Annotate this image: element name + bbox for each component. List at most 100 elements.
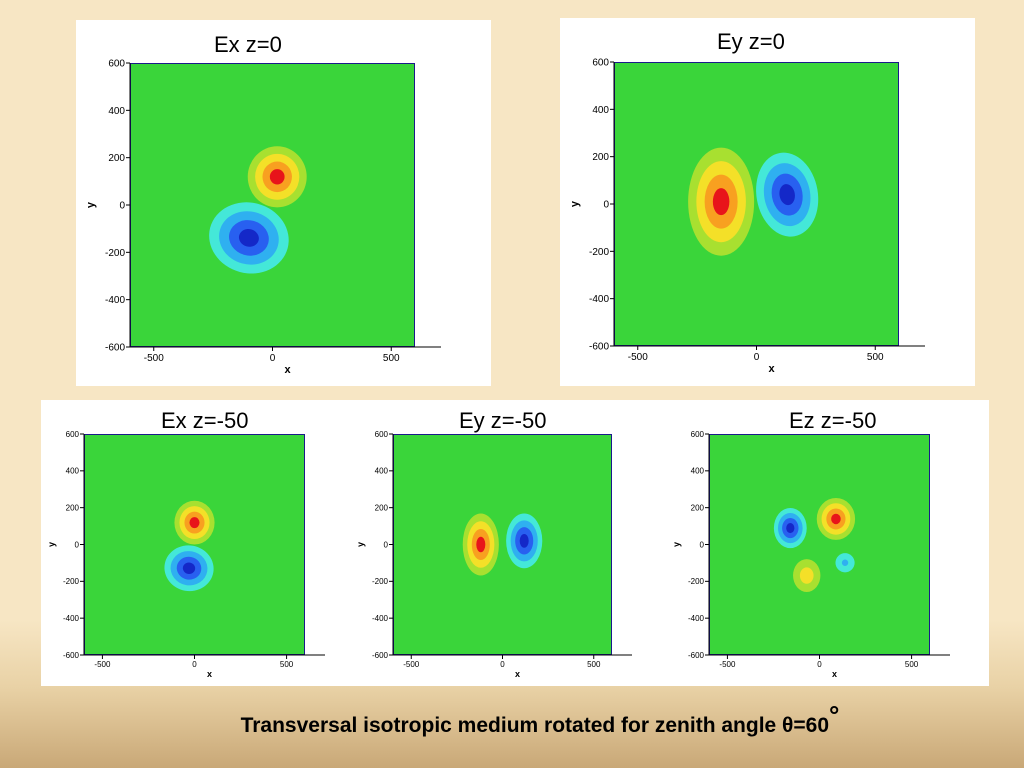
heatmap-lobe-positive — [247, 146, 307, 208]
heatmap-plot-area — [84, 434, 305, 655]
contour-band — [269, 169, 285, 185]
y-tick-label: 0 — [75, 540, 80, 549]
chart-title: Ey z=-50 — [459, 408, 547, 433]
y-tick-label: 200 — [108, 153, 125, 164]
contour-band — [476, 536, 486, 553]
y-tick-label: 400 — [66, 467, 80, 476]
contour-band — [189, 517, 200, 529]
heatmap-lobe-negative — [506, 513, 543, 569]
y-tick-label: 600 — [691, 430, 705, 439]
x-tick-label: 500 — [867, 352, 884, 363]
y-tick-label: 200 — [375, 503, 389, 512]
y-axis-label: y — [85, 201, 97, 208]
y-tick-label: 400 — [375, 467, 389, 476]
y-tick-label: -400 — [372, 614, 389, 623]
y-tick-label: -600 — [372, 651, 389, 660]
y-tick-label: 600 — [66, 430, 80, 439]
heatmap-plot-area — [130, 63, 415, 347]
y-tick-label: 0 — [384, 540, 389, 549]
x-axis-label: x — [515, 669, 520, 679]
heatmap-lobe-positive — [462, 513, 499, 576]
contour-band — [786, 523, 795, 534]
contour-band — [712, 188, 730, 216]
x-tick-label: 500 — [383, 353, 400, 364]
heatmap-canvas — [615, 63, 898, 345]
y-tick-label: -200 — [63, 577, 80, 586]
chart-title: Ex z=0 — [214, 32, 282, 57]
heatmap-background — [710, 435, 929, 654]
y-axis-label: y — [569, 200, 581, 207]
degree-symbol: ° — [829, 700, 840, 730]
y-tick-label: -600 — [105, 343, 125, 354]
y-tick-label: -200 — [105, 248, 125, 259]
x-tick-label: 0 — [817, 660, 822, 669]
x-tick-label: 0 — [192, 660, 197, 669]
x-axis-label: x — [832, 669, 837, 679]
y-tick-label: -400 — [105, 295, 125, 306]
y-tick-label: -200 — [372, 577, 389, 586]
y-tick-label: 600 — [375, 430, 389, 439]
x-tick-label: 0 — [270, 353, 276, 364]
y-tick-label: 0 — [119, 201, 125, 212]
heatmap-lobe-positive — [174, 500, 215, 545]
heatmap-canvas — [394, 435, 611, 654]
y-tick-label: -600 — [63, 651, 80, 660]
heatmap-lobe-negative — [209, 202, 289, 274]
heatmap-lobe-negative — [164, 545, 214, 592]
x-tick-label: 500 — [905, 660, 919, 669]
y-tick-label: -400 — [589, 294, 609, 305]
y-axis-label: y — [46, 542, 56, 547]
heatmap-lobe-positive — [816, 497, 856, 540]
heatmap-background — [394, 435, 611, 654]
heatmap-lobe-negative — [756, 152, 819, 237]
y-tick-label: 0 — [603, 200, 609, 211]
y-tick-label: 200 — [691, 503, 705, 512]
y-tick-label: -200 — [688, 577, 705, 586]
y-tick-label: 200 — [66, 503, 80, 512]
x-tick-label: 0 — [500, 660, 505, 669]
x-tick-label: -500 — [628, 352, 648, 363]
y-tick-label: -400 — [688, 614, 705, 623]
chart-title: Ez z=-50 — [789, 408, 877, 433]
y-tick-label: 400 — [108, 106, 125, 117]
y-tick-label: -200 — [589, 247, 609, 258]
x-tick-label: 500 — [587, 660, 601, 669]
contour-band — [803, 571, 811, 580]
heatmap-canvas — [131, 64, 414, 346]
heatmap-background — [615, 63, 898, 345]
heatmap-plot-area — [614, 62, 899, 346]
heatmap-canvas — [85, 435, 304, 654]
y-tick-label: 600 — [108, 59, 125, 70]
x-axis-label: x — [207, 669, 212, 679]
heatmap-lobe-negative — [832, 549, 858, 576]
x-tick-label: 500 — [280, 660, 294, 669]
x-axis-label: x — [768, 363, 775, 375]
y-tick-label: 600 — [592, 58, 609, 69]
x-tick-label: -500 — [144, 353, 164, 364]
y-tick-label: 200 — [592, 152, 609, 163]
contour-band — [519, 534, 529, 548]
contour-band — [831, 513, 841, 525]
y-tick-label: -600 — [589, 342, 609, 353]
slide-caption: Transversal isotropic medium rotated for… — [0, 700, 1024, 739]
y-tick-label: 400 — [592, 105, 609, 116]
y-tick-label: 0 — [700, 540, 705, 549]
x-tick-label: -500 — [719, 660, 736, 669]
x-axis-label: x — [284, 364, 291, 376]
contour-band — [779, 184, 795, 206]
y-tick-label: -400 — [63, 614, 80, 623]
contour-band — [182, 562, 196, 574]
heatmap-lobe-positive — [688, 147, 755, 256]
caption-text: Transversal isotropic medium rotated for… — [240, 714, 830, 737]
y-axis-label: y — [355, 542, 365, 547]
heatmap-lobe-negative — [773, 508, 807, 549]
chart-title: Ex z=-50 — [161, 408, 249, 433]
heatmap-lobe-positive — [793, 559, 821, 592]
y-tick-label: 400 — [691, 467, 705, 476]
x-tick-label: -500 — [94, 660, 111, 669]
x-tick-label: -500 — [403, 660, 420, 669]
